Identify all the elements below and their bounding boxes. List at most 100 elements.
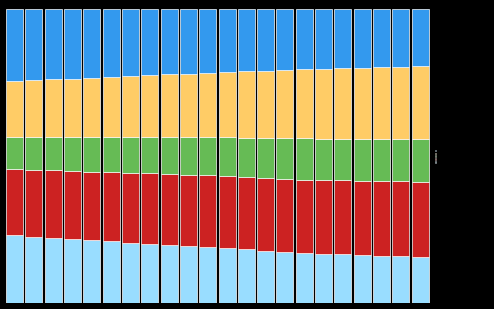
Bar bbox=[218, 9, 236, 72]
Bar bbox=[218, 248, 236, 303]
Bar bbox=[6, 81, 23, 137]
Bar bbox=[412, 66, 429, 139]
Bar bbox=[277, 70, 293, 138]
Bar bbox=[122, 173, 139, 243]
Bar bbox=[315, 180, 332, 254]
Bar bbox=[334, 139, 351, 180]
Bar bbox=[122, 243, 139, 303]
Bar bbox=[354, 181, 370, 255]
Bar bbox=[315, 69, 332, 139]
Bar bbox=[218, 72, 236, 137]
Bar bbox=[103, 9, 120, 77]
Bar bbox=[238, 249, 255, 303]
Bar bbox=[83, 171, 100, 240]
Bar bbox=[334, 254, 351, 303]
Bar bbox=[296, 253, 313, 303]
Bar bbox=[218, 176, 236, 248]
Bar bbox=[315, 9, 332, 69]
Bar bbox=[180, 74, 197, 137]
Bar bbox=[373, 9, 390, 67]
Bar bbox=[412, 182, 429, 257]
Legend: , , , , : , , , , bbox=[435, 150, 436, 163]
Bar bbox=[257, 138, 274, 178]
Bar bbox=[199, 247, 216, 303]
Bar bbox=[238, 9, 255, 71]
Bar bbox=[277, 9, 293, 70]
Bar bbox=[354, 255, 370, 303]
Bar bbox=[296, 9, 313, 70]
Bar bbox=[141, 137, 158, 173]
Bar bbox=[25, 237, 42, 303]
Bar bbox=[83, 78, 100, 137]
Bar bbox=[412, 139, 429, 182]
Bar bbox=[161, 174, 177, 245]
Bar bbox=[334, 68, 351, 139]
Bar bbox=[257, 71, 274, 138]
Bar bbox=[45, 238, 62, 303]
Bar bbox=[45, 9, 62, 79]
Bar bbox=[180, 247, 197, 303]
Bar bbox=[103, 137, 120, 172]
Bar bbox=[103, 241, 120, 303]
Bar bbox=[6, 9, 23, 81]
Bar bbox=[412, 257, 429, 303]
Bar bbox=[392, 256, 410, 303]
Bar bbox=[161, 137, 177, 174]
Bar bbox=[64, 9, 81, 78]
Bar bbox=[412, 9, 429, 66]
Bar bbox=[392, 139, 410, 181]
Bar bbox=[218, 137, 236, 176]
Bar bbox=[238, 138, 255, 177]
Bar bbox=[180, 175, 197, 247]
Bar bbox=[180, 9, 197, 74]
Bar bbox=[25, 170, 42, 237]
Bar bbox=[199, 176, 216, 247]
Bar bbox=[25, 9, 42, 80]
Bar bbox=[45, 137, 62, 171]
Bar bbox=[373, 139, 390, 181]
Bar bbox=[238, 71, 255, 138]
Bar bbox=[296, 180, 313, 253]
Bar bbox=[6, 235, 23, 303]
Bar bbox=[354, 68, 370, 139]
Bar bbox=[354, 139, 370, 181]
Bar bbox=[257, 251, 274, 303]
Bar bbox=[373, 181, 390, 256]
Bar bbox=[199, 9, 216, 73]
Bar bbox=[180, 137, 197, 175]
Bar bbox=[122, 76, 139, 137]
Bar bbox=[392, 181, 410, 256]
Bar bbox=[103, 172, 120, 241]
Bar bbox=[141, 173, 158, 244]
Bar bbox=[122, 9, 139, 76]
Bar bbox=[277, 179, 293, 252]
Bar bbox=[122, 137, 139, 173]
Bar bbox=[373, 256, 390, 303]
Bar bbox=[83, 240, 100, 303]
Bar bbox=[161, 245, 177, 303]
Bar bbox=[334, 9, 351, 68]
Bar bbox=[392, 9, 410, 66]
Bar bbox=[141, 9, 158, 75]
Bar bbox=[334, 180, 351, 254]
Bar bbox=[25, 137, 42, 170]
Bar bbox=[296, 138, 313, 180]
Bar bbox=[257, 9, 274, 71]
Bar bbox=[296, 70, 313, 138]
Bar bbox=[392, 66, 410, 139]
Bar bbox=[141, 75, 158, 137]
Bar bbox=[257, 178, 274, 251]
Bar bbox=[6, 169, 23, 235]
Bar bbox=[83, 9, 100, 78]
Bar bbox=[373, 67, 390, 139]
Bar bbox=[64, 137, 81, 171]
Bar bbox=[199, 73, 216, 137]
Bar bbox=[161, 9, 177, 74]
Bar bbox=[141, 244, 158, 303]
Bar bbox=[315, 139, 332, 180]
Bar bbox=[83, 137, 100, 171]
Bar bbox=[64, 78, 81, 137]
Bar bbox=[277, 138, 293, 179]
Bar bbox=[354, 9, 370, 68]
Bar bbox=[64, 171, 81, 239]
